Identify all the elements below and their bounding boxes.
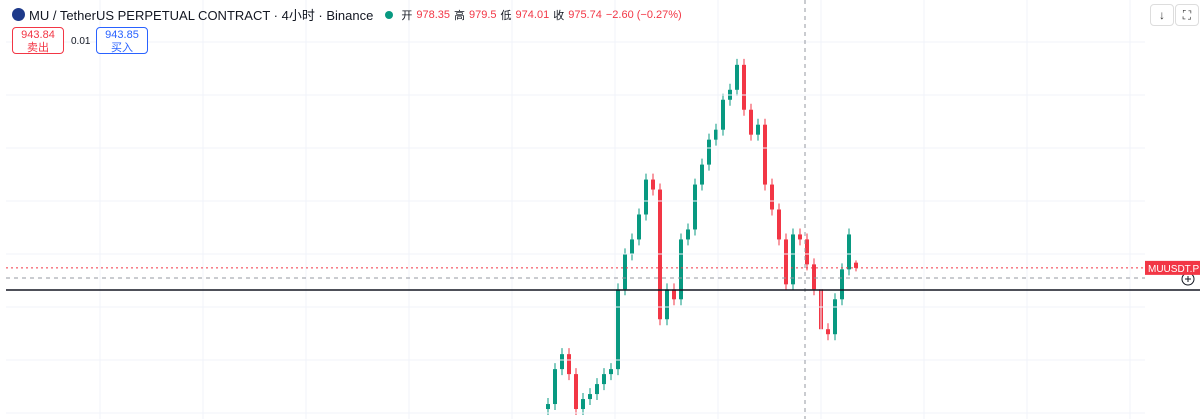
candle-body — [812, 264, 816, 290]
candle-body — [700, 164, 704, 185]
candle-body — [840, 269, 844, 300]
candle-body — [791, 234, 795, 285]
candle-body — [798, 234, 802, 240]
price-tag-label: MUUSDT.P — [1148, 264, 1199, 275]
low-value: 974.01 — [515, 8, 550, 21]
high-label: 高 — [454, 9, 466, 22]
add-icon — [1185, 276, 1191, 282]
candle-body — [686, 229, 690, 240]
candle-body — [665, 289, 669, 320]
candle-body — [742, 64, 746, 110]
candle-body — [546, 404, 550, 410]
quantity: 0.01 — [71, 36, 91, 47]
candle-body — [784, 239, 788, 285]
header: MU / TetherUS PERPETUAL CONTRACT · 4小时 ·… — [12, 5, 682, 24]
candle-body — [763, 124, 767, 185]
symbol: MU / TetherUS PERPETUAL CONTRACT · 4小时 ·… — [29, 8, 374, 23]
status-dot — [385, 10, 394, 19]
candle-body — [672, 289, 676, 300]
close-label: 收 — [553, 9, 565, 22]
candle-body — [756, 124, 760, 135]
candle-body — [735, 64, 739, 90]
sell-button[interactable]: 943.84 卖出 — [12, 27, 64, 54]
candle-body — [581, 399, 585, 410]
sell-label: 卖出 — [27, 42, 49, 54]
buy-price: 943.85 — [105, 29, 139, 41]
open-value: 978.35 — [416, 8, 451, 21]
candle-body — [609, 369, 613, 375]
candle-body — [707, 139, 711, 165]
buy-label: 买入 — [111, 42, 133, 54]
grid — [6, 0, 1145, 419]
candle-body — [644, 179, 648, 215]
high-value: 979.5 — [469, 8, 497, 21]
candle-body — [602, 374, 606, 385]
candle-body — [588, 394, 592, 400]
candle-body — [805, 239, 809, 265]
candle-body — [623, 254, 627, 290]
candle-body — [553, 369, 557, 405]
candle-body — [847, 234, 851, 270]
candle-body — [679, 239, 683, 300]
fullscreen-button[interactable]: ⛶ — [1175, 4, 1199, 26]
candle-body — [693, 184, 697, 230]
candle-body — [714, 129, 718, 140]
candle-body — [826, 329, 830, 335]
candle-body — [651, 179, 655, 190]
candle-body — [574, 374, 578, 410]
candle-body — [854, 262, 858, 268]
buy-button[interactable]: 943.85 买入 — [96, 27, 148, 54]
candle-body — [721, 99, 725, 130]
candle-body — [777, 209, 781, 240]
close-value: 975.74 — [568, 8, 602, 21]
candle-body — [637, 214, 641, 240]
sell-price: 943.84 — [21, 29, 55, 41]
change: −2.60 (−0.27%) — [605, 8, 682, 21]
candles — [546, 58, 858, 416]
price-tag — [1145, 260, 1200, 275]
candle-body — [567, 354, 571, 375]
candle-body — [630, 239, 634, 255]
low-label: 低 — [500, 9, 512, 22]
open-label: 开 — [401, 9, 413, 22]
candle-body — [770, 184, 774, 210]
symbol-icon — [12, 8, 25, 21]
candle-body — [616, 289, 620, 370]
scroll-button[interactable]: ↓ — [1150, 4, 1174, 26]
candle-body — [595, 384, 599, 395]
candle-body — [749, 109, 753, 135]
candle-body — [560, 354, 564, 370]
candle-body — [833, 299, 837, 335]
